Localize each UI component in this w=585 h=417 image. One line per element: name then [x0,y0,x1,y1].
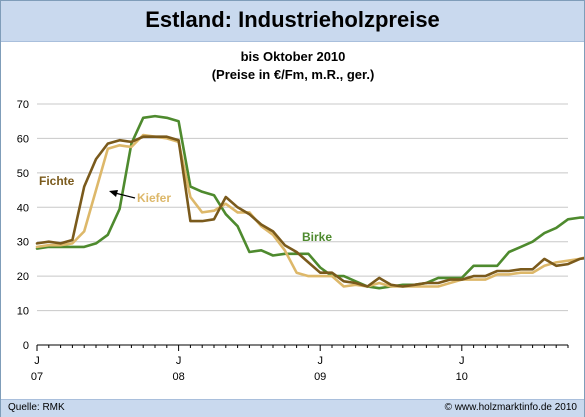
x-tick-label-year: 09 [314,371,326,383]
x-tick-label-month: J [34,355,40,367]
y-tick-label: 70 [17,99,29,111]
y-tick-label: 50 [17,168,29,180]
y-tick-label: 60 [17,133,29,145]
y-tick-label: 30 [17,237,29,249]
y-tick-label: 40 [17,202,29,214]
x-tick-label-month: J [176,355,182,367]
title-bar: Estland: Industrieholzpreise [1,1,584,42]
series-line-fichte [35,135,585,288]
label-kiefer: Kiefer [137,191,171,205]
series-line-birke [35,114,585,290]
chart-title: bis Oktober 2010 [241,49,346,64]
label-fichte: Fichte [39,174,75,188]
axes: 0 10 20 30 40 50 60 70 J 07 J 08 J 09 J 10 [17,99,569,383]
y-tick-label: 20 [17,271,29,283]
chart-area: bis Oktober 2010 (Preise in €/Fm, m.R., … [1,42,585,398]
copyright-note: © www.holzmarktinfo.de 2010 [444,402,577,413]
series-lines [35,114,585,290]
page-title: Estland: Industrieholzpreise [145,7,440,32]
x-tick-label-year: 10 [456,371,468,383]
x-tick-label-month: J [459,355,465,367]
label-birke: Birke [302,230,332,244]
line-chart: bis Oktober 2010 (Preise in €/Fm, m.R., … [17,49,585,383]
chart-subtitle: (Preise in €/Fm, m.R., ger.) [212,67,375,82]
y-tick-label: 10 [17,306,29,318]
x-tick-label-year: 08 [172,371,184,383]
footer-bar: Quelle: RMK © www.holzmarktinfo.de 2010 [1,399,584,417]
x-tick-label-year: 07 [31,371,43,383]
source-note: Quelle: RMK [8,402,65,413]
series-line-kiefer [35,133,585,288]
y-tick-label: 0 [23,340,29,352]
annotation-arrow [109,190,136,199]
x-tick-label-month: J [317,355,323,367]
